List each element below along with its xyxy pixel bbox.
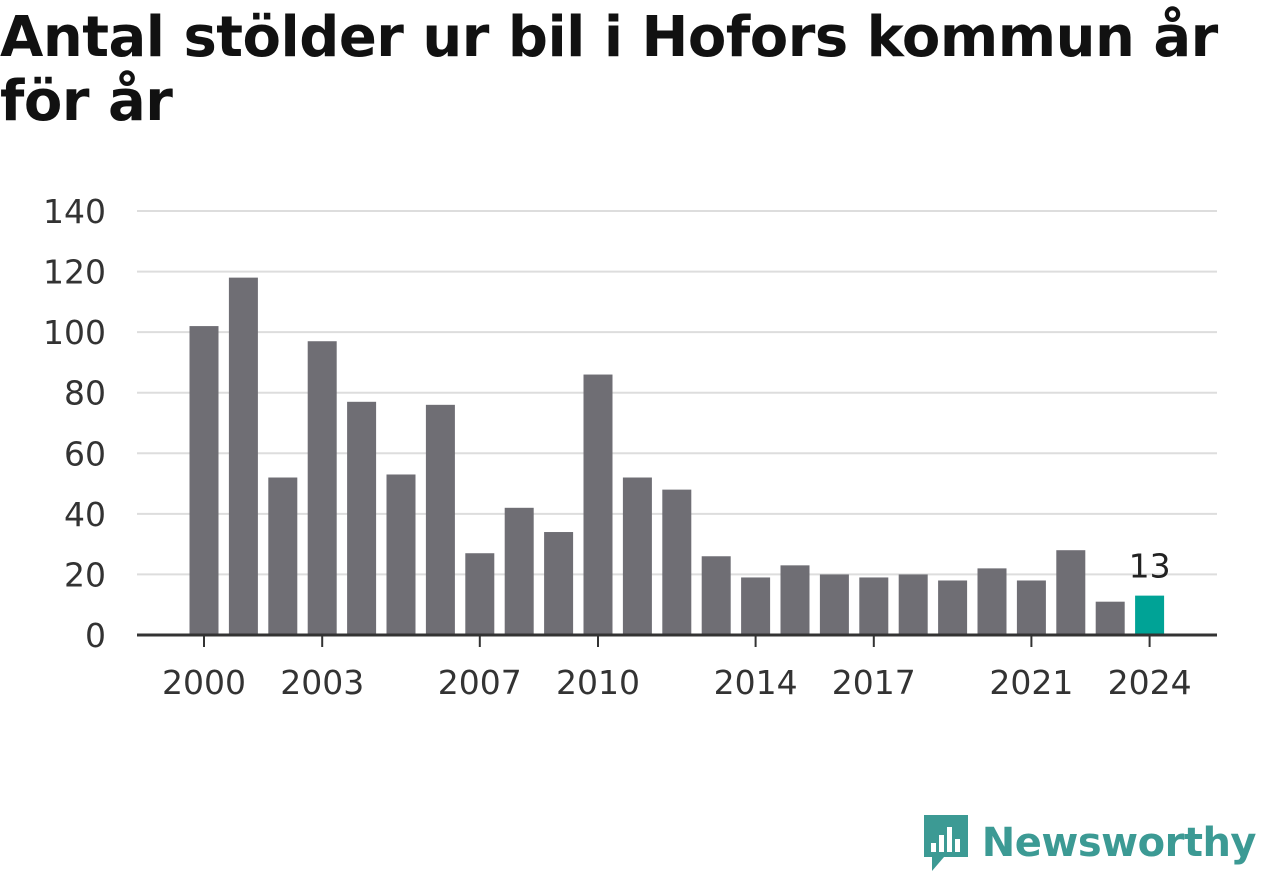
bar	[228, 277, 258, 635]
bar	[583, 374, 613, 635]
bar	[347, 401, 377, 635]
y-axis-ticks: 0 20 40 60 80 100 120 140	[43, 192, 106, 655]
newsworthy-chart-bubble-icon	[923, 815, 968, 871]
x-tick-label: 2000	[162, 663, 246, 702]
bar	[189, 326, 219, 635]
bar	[859, 577, 889, 635]
bar	[544, 532, 574, 635]
x-tick-label: 2010	[556, 663, 640, 702]
y-tick-label: 80	[64, 374, 106, 413]
bar	[1016, 580, 1046, 635]
x-tick-label: 2021	[989, 663, 1073, 702]
data-label-highlight: 13	[1129, 547, 1171, 586]
bar	[819, 574, 849, 635]
y-tick-label: 40	[64, 495, 106, 534]
newsworthy-logo: Newsworthy	[922, 813, 1257, 873]
y-tick-label: 60	[64, 434, 106, 473]
data-labels: 13	[1129, 547, 1171, 586]
bar	[622, 477, 652, 635]
bar	[701, 556, 731, 635]
bar	[465, 553, 495, 635]
bar	[425, 404, 455, 635]
x-tick-label: 2003	[280, 663, 364, 702]
y-tick-label: 20	[64, 555, 106, 594]
bar	[386, 474, 416, 635]
logo-text: Newsworthy	[981, 820, 1257, 866]
bar	[504, 507, 534, 635]
y-tick-label: 100	[43, 313, 106, 352]
bar	[741, 577, 771, 635]
y-tick-label: 0	[85, 616, 106, 655]
x-tick-label: 2017	[832, 663, 916, 702]
bar	[307, 341, 337, 635]
y-tick-label: 120	[43, 253, 106, 292]
x-tick-label: 2024	[1108, 663, 1192, 702]
bar	[898, 574, 928, 635]
bar	[268, 477, 298, 635]
bar	[1056, 550, 1086, 635]
x-axis: 2000 2003 2007 2010 2014 2017 2021 2024	[137, 633, 1217, 702]
y-tick-label: 140	[43, 192, 106, 231]
bar	[977, 568, 1007, 635]
bars	[189, 277, 1165, 635]
bar	[662, 489, 692, 635]
x-tick-label: 2014	[714, 663, 798, 702]
bar	[938, 580, 968, 635]
chart-title: Antal stölder ur bil i Hofors kommun år …	[0, 5, 1218, 134]
bar	[780, 565, 810, 635]
bar-highlight	[1135, 595, 1165, 635]
x-tick-label: 2007	[438, 663, 522, 702]
bar	[1095, 601, 1125, 635]
